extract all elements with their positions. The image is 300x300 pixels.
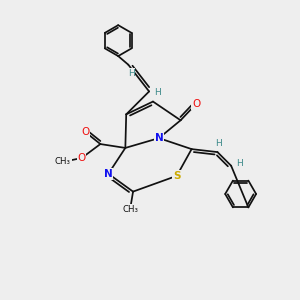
Text: N: N [154, 133, 163, 143]
Text: CH₃: CH₃ [122, 205, 138, 214]
Text: H: H [154, 88, 161, 98]
Text: CH₃: CH₃ [55, 158, 71, 166]
Text: S: S [173, 171, 181, 181]
Text: H: H [216, 139, 222, 148]
Text: O: O [77, 153, 86, 163]
Text: H: H [236, 159, 243, 168]
Text: N: N [104, 169, 113, 179]
Text: H: H [128, 68, 135, 77]
Text: O: O [192, 99, 200, 109]
Text: O: O [81, 127, 90, 137]
